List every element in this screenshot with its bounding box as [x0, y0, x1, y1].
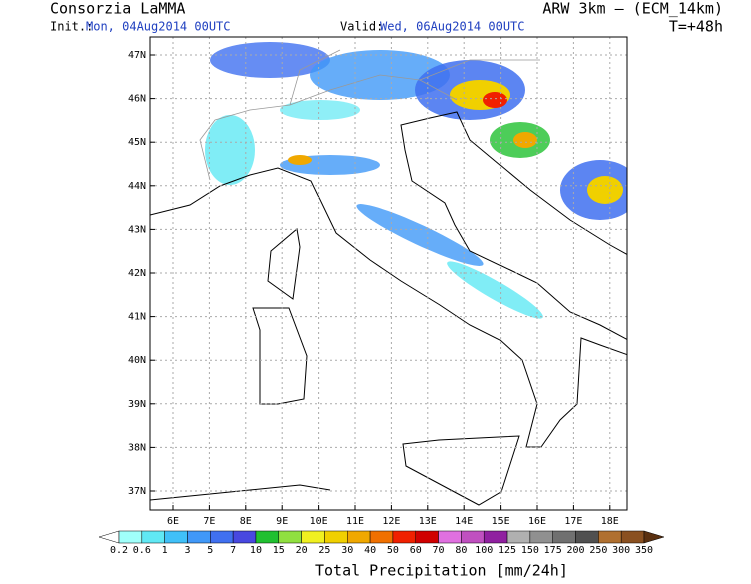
valid-time: Wed, 06Aug2014 00UTC [380, 20, 525, 34]
colorbar-label: 0.6 [133, 545, 151, 556]
colorbar-label: 20 [296, 545, 308, 556]
colorbar-cell [392, 530, 416, 544]
colorbar-label: 10 [250, 545, 262, 556]
colorbar-label: 300 [612, 545, 630, 556]
colorbar-label: 100 [475, 545, 493, 556]
colorbar-label: 70 [433, 545, 445, 556]
lon-label: 15E [492, 516, 510, 527]
colorbar-label: 30 [341, 545, 353, 556]
colorbar-cell [301, 530, 325, 544]
title: Consorzia LaMMA [50, 0, 185, 18]
colorbar-cell [210, 530, 234, 544]
colorbar-cell [324, 530, 348, 544]
colorbar-cell [529, 530, 553, 544]
colorbar-label: 350 [635, 545, 653, 556]
borders [199, 49, 540, 181]
colorbar-label: 1 [162, 545, 168, 556]
lat-label: 42N [128, 268, 146, 279]
lat-label: 38N [128, 442, 146, 453]
colorbar-cell [347, 530, 371, 544]
colorbar-label: 80 [455, 545, 467, 556]
colorbar-label: 50 [387, 545, 399, 556]
lat-label: 44N [128, 181, 146, 192]
colorbar-cell [369, 530, 394, 544]
colorbar-label: 175 [544, 545, 562, 556]
colorbar-cell [232, 530, 257, 544]
lon-label: 16E [528, 516, 546, 527]
lon-label: 13E [419, 516, 437, 527]
model: ARW 3km – (ECM_14km) [542, 0, 723, 18]
lon-label: 12E [382, 516, 400, 527]
lon-label: 14E [455, 516, 473, 527]
lat-label: 40N [128, 355, 146, 366]
valid-label: Valid: [340, 20, 383, 34]
lat-label: 46N [128, 94, 146, 105]
map-area [150, 37, 627, 510]
colorbar-cell [506, 530, 531, 544]
lat-label: 43N [128, 224, 146, 235]
colorbar-cell [643, 530, 665, 544]
colorbar-cell [438, 530, 462, 544]
lon-label: 17E [564, 516, 582, 527]
colorbar-label: 15 [273, 545, 285, 556]
colorbar-cell [141, 530, 165, 544]
colorbar-cell [620, 530, 645, 544]
colorbar-label: 25 [318, 545, 330, 556]
colorbar-cell [575, 530, 599, 544]
init-time: Mon, 04Aug2014 00UTC [86, 20, 231, 34]
colorbar-cell [255, 530, 280, 544]
colorbar-cell [415, 530, 439, 544]
colorbar-cell [164, 530, 188, 544]
lat-label: 37N [128, 486, 146, 497]
colorbar-cell [98, 530, 120, 544]
colorbar-cell [552, 530, 576, 544]
colorbar-label: 0.2 [110, 545, 128, 556]
colorbar-label: 150 [521, 545, 539, 556]
lon-label: 6E [167, 516, 179, 527]
colorbar-cell [278, 530, 302, 544]
lon-label: 18E [601, 516, 619, 527]
colorbar-label: 250 [589, 545, 607, 556]
colorbar-label: 200 [566, 545, 584, 556]
lead-time: T=+48h [669, 18, 723, 36]
lon-label: 7E [203, 516, 215, 527]
precipitation [205, 42, 627, 319]
lon-label: 10E [310, 516, 328, 527]
colorbar-cell [598, 530, 622, 544]
colorbar-title: Total Precipitation [mm/24h] [315, 562, 568, 580]
colorbar-cell [118, 530, 143, 544]
colorbar-label: 60 [410, 545, 422, 556]
lat-label: 45N [128, 137, 146, 148]
colorbar-label: 5 [207, 545, 213, 556]
colorbar-label: 125 [498, 545, 516, 556]
colorbar-label: 7 [230, 545, 236, 556]
init-label: Init.: [50, 20, 93, 34]
colorbar-label: 40 [364, 545, 376, 556]
colorbar-cell [461, 530, 485, 544]
colorbar-cell [483, 530, 508, 544]
lat-label: 47N [128, 50, 146, 61]
lat-label: 39N [128, 399, 146, 410]
lon-label: 8E [240, 516, 252, 527]
colorbar-cell [187, 530, 211, 544]
colorbar-label: 3 [184, 545, 190, 556]
lon-label: 9E [276, 516, 288, 527]
lon-label: 11E [346, 516, 364, 527]
lat-label: 41N [128, 312, 146, 323]
